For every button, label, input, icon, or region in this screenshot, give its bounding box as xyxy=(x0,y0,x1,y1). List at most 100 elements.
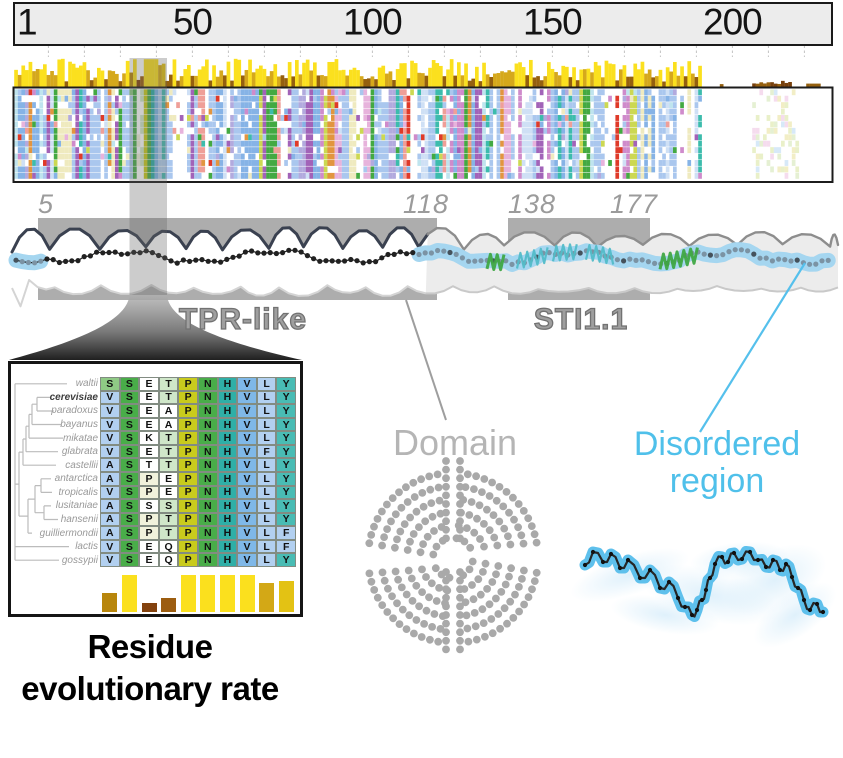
alignment-cell xyxy=(446,166,450,173)
alignment-cell xyxy=(57,172,62,179)
alignment-cell xyxy=(129,127,134,134)
alignment-cell xyxy=(457,108,461,115)
alignment-cell xyxy=(154,115,159,121)
alignment-cell: N xyxy=(198,390,218,405)
alignment-cell xyxy=(593,153,598,160)
alignment-cell xyxy=(457,153,461,160)
rate-bar xyxy=(759,82,764,87)
alignment-cell xyxy=(536,134,540,141)
alignment-cell xyxy=(14,102,18,109)
alignment-cell xyxy=(316,172,321,179)
alignment-cell xyxy=(35,127,40,134)
alignment-cell xyxy=(572,121,576,128)
alignment-cell xyxy=(97,127,101,134)
alignment-cell xyxy=(309,160,314,166)
alignment-cell xyxy=(367,121,371,128)
alignment-cell xyxy=(187,108,191,115)
alignment-cell xyxy=(377,140,382,147)
alignment-cell xyxy=(233,172,238,179)
alignment-cell xyxy=(377,121,382,128)
alignment-cell xyxy=(190,140,195,147)
alignment-cell xyxy=(273,89,278,96)
alignment-cell xyxy=(385,153,389,160)
domain-bead xyxy=(397,583,406,592)
alignment-cell xyxy=(665,140,670,147)
alignment-cell xyxy=(129,108,134,115)
alignment-cell xyxy=(50,95,54,102)
alignment-cell xyxy=(755,140,760,147)
alignment-cell xyxy=(287,127,292,134)
alignment-cell xyxy=(449,127,454,134)
alignment-cell: H xyxy=(217,390,238,405)
alignment-cell xyxy=(194,115,198,121)
alignment-cell xyxy=(370,172,375,179)
alignment-cell xyxy=(586,172,591,179)
chain-bead xyxy=(788,258,794,264)
domain-bead xyxy=(506,540,515,549)
rate-bar xyxy=(529,59,533,87)
alignment-cell xyxy=(457,172,461,179)
domain-bead xyxy=(456,508,464,517)
alignment-cell xyxy=(17,140,22,147)
alignment-cell xyxy=(32,89,36,96)
alignment-cell: V xyxy=(237,512,257,527)
alignment-cell xyxy=(781,108,785,115)
squiggle-bead xyxy=(582,562,588,568)
alignment-cell xyxy=(194,147,198,154)
domain-bead xyxy=(365,539,374,548)
alignment-cell xyxy=(111,89,116,96)
alignment-cell xyxy=(482,160,486,166)
alignment-cell xyxy=(597,172,602,179)
alignment-cell xyxy=(637,108,641,115)
alignment-cell xyxy=(392,166,396,173)
alignment-cell xyxy=(453,108,458,115)
alignment-cell xyxy=(536,160,540,166)
domain-bead xyxy=(478,605,487,614)
alignment-cell xyxy=(356,134,360,141)
squiggle-bead xyxy=(770,557,776,563)
alignment-cell xyxy=(104,153,108,160)
alignment-cell xyxy=(424,160,429,166)
rate-bar xyxy=(215,76,220,87)
alignment-cell xyxy=(104,108,108,115)
alignment-cell xyxy=(633,108,638,115)
alignment-cell xyxy=(370,140,375,147)
alignment-cell xyxy=(640,134,645,141)
alignment-cell xyxy=(241,89,245,96)
squiggle-bead xyxy=(747,549,753,555)
rate-bar xyxy=(21,65,26,87)
alignment-cell xyxy=(266,127,270,134)
alignment-cell xyxy=(212,115,216,121)
rate-bar xyxy=(169,74,173,87)
alignment-cell xyxy=(255,115,260,121)
alignment-cell xyxy=(165,115,170,121)
alignment-cell xyxy=(759,153,764,160)
alignment-cell xyxy=(122,89,126,96)
alignment-cell xyxy=(478,160,483,166)
domain-bead xyxy=(505,572,513,581)
alignment-cell xyxy=(43,172,47,179)
alignment-cell xyxy=(68,134,72,141)
alignment-cell xyxy=(194,89,198,96)
alignment-cell xyxy=(71,147,76,154)
chain-bead xyxy=(106,249,112,256)
domain-bead xyxy=(388,592,396,601)
rate-bar xyxy=(608,63,612,87)
rate-bar xyxy=(554,72,558,87)
alignment-cell xyxy=(766,160,771,166)
alignment-cell xyxy=(633,172,638,179)
alignment-cell xyxy=(561,160,566,166)
alignment-cell xyxy=(237,95,242,102)
domain-bead xyxy=(418,588,426,596)
alignment-cell xyxy=(421,134,425,141)
chain-bead xyxy=(249,248,255,254)
rate-bar xyxy=(194,75,198,87)
alignment-cell xyxy=(381,134,386,141)
alignment-cell xyxy=(313,108,317,115)
squiggle-bead xyxy=(608,551,614,557)
alignment-cell xyxy=(215,102,220,109)
alignment-cell: N xyxy=(198,499,218,513)
alignment-cell xyxy=(291,166,296,173)
alignment-cell: N xyxy=(198,539,218,554)
chain-bead xyxy=(428,250,434,256)
